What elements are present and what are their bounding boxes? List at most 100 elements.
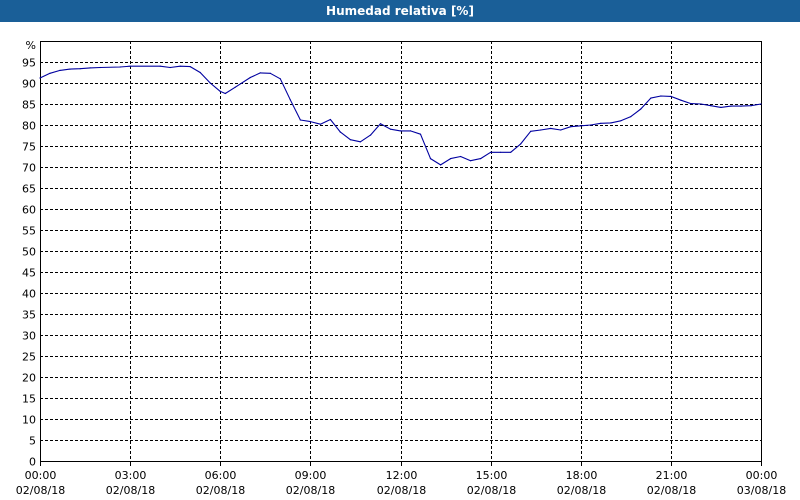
x-tick-time: 09:00 [295,469,327,482]
data-point [129,65,131,67]
x-tick-time: 03:00 [115,469,147,482]
data-point [329,118,331,121]
y-tick-label: 15 [22,393,36,406]
x-tick-date: 02/08/18 [467,484,516,497]
data-point [99,66,101,69]
data-point [189,66,191,68]
data-point [89,67,91,69]
y-tick-label: 20 [22,372,36,385]
y-tick-label: 35 [22,309,36,322]
data-point [750,105,752,107]
y-tick-label: 45 [22,267,36,280]
data-point [760,103,762,105]
data-point [630,116,632,118]
data-point [419,133,422,135]
y-tick-label: 85 [22,99,36,112]
data-point [279,78,281,80]
data-point [349,139,351,141]
data-point [399,130,402,132]
data-point [500,151,502,153]
data-point [119,66,121,68]
data-point [299,119,301,121]
data-point [289,99,291,101]
data-point [339,131,341,133]
data-point [269,72,271,74]
x-tick-time: 21:00 [656,469,688,482]
data-point [39,77,41,79]
y-tick-label: 75 [22,141,36,154]
data-point [169,66,171,69]
data-point [234,86,236,88]
data-point [530,130,532,132]
data-point [690,103,692,105]
data-point [510,151,512,153]
data-point [490,151,492,153]
data-point [259,72,261,74]
data-point [199,71,201,74]
x-tick-time: 00:00 [25,469,57,482]
data-point [700,103,702,105]
x-tick-time: 18:00 [566,469,598,482]
x-tick-date: 02/08/18 [557,484,606,497]
data-point [730,105,732,107]
chart-title: Humedad relativa [%] [0,0,800,22]
y-tick-label: 95 [22,57,36,70]
data-point [520,143,522,145]
x-tick-time: 12:00 [386,469,418,482]
data-point [650,97,652,99]
data-point [379,123,382,125]
data-point [710,105,712,107]
data-point [590,124,592,126]
y-tick-label: 40 [22,288,36,301]
y-tick-label: 10 [22,414,36,427]
data-point [450,158,452,160]
data-point [69,68,71,70]
data-point [460,155,462,158]
data-point [610,122,612,124]
data-point [440,164,442,166]
y-axis-label: % [26,39,36,52]
x-tick-date: 02/08/18 [106,484,155,497]
y-tick-label: 0 [29,456,36,469]
data-point [209,82,211,84]
series-line [39,65,762,166]
data-point [660,95,662,97]
y-tick-label: 30 [22,330,36,343]
x-tick-date: 03/08/18 [737,484,786,497]
data-point [480,158,482,160]
x-tick-date: 02/08/18 [647,484,696,497]
data-point [309,121,311,123]
data-point [580,125,582,127]
y-tick-label: 50 [22,246,36,259]
data-point [550,127,552,129]
y-tick-label: 70 [22,162,36,175]
humidity-line-chart: 0 5 10 15 20 25 30 35 40 45 50 55 60 65 70 75 80 85 90 95% 0… [16,39,786,497]
y-tick-label: 65 [22,183,36,196]
y-tick-label: 55 [22,225,36,238]
data-point [540,129,542,131]
y-tick-label: 5 [29,435,36,448]
data-point [159,65,161,67]
y-tick-label: 60 [22,204,36,217]
y-tick-label: 80 [22,120,36,133]
data-point [369,134,372,136]
plot-area [40,41,762,462]
data-point [319,123,321,125]
data-point [740,105,742,107]
data-point [720,106,722,108]
data-point [409,130,412,132]
y-tick-label: 25 [22,351,36,364]
data-point [670,95,672,97]
x-tick-date: 02/08/18 [377,484,426,497]
data-point [359,141,361,143]
y-tick-label: 90 [22,78,36,91]
data-point [429,158,432,160]
data-point [49,72,51,74]
data-point [219,90,221,92]
data-point [224,92,226,95]
data-point [470,160,472,162]
data-point [680,99,682,101]
x-tick-date: 02/08/18 [16,484,65,497]
data-point [560,129,562,131]
data-point [620,120,622,122]
